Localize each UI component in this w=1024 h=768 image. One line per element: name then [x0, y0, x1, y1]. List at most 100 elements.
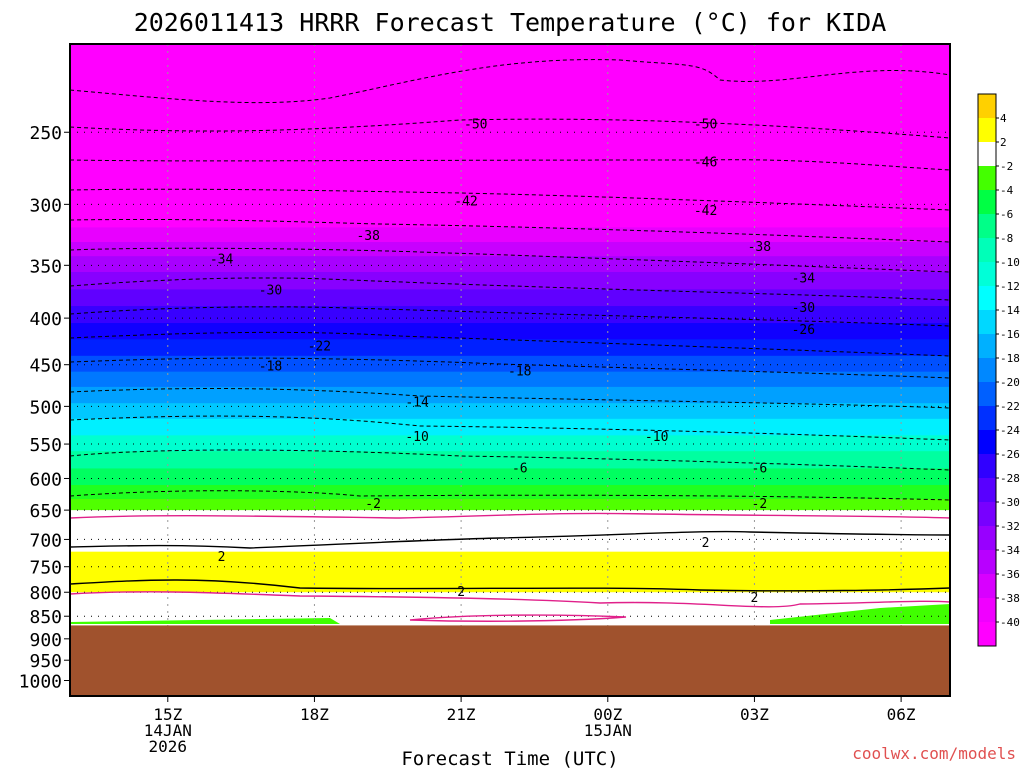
temp-band [70, 485, 950, 500]
x-tick-label: 15Z [153, 705, 182, 724]
contour-label: -42 [454, 195, 477, 210]
colorbar-label: -20 [1000, 376, 1020, 389]
contour-label: -30 [792, 301, 815, 316]
contour-label: -50 [464, 117, 487, 132]
contour-label: 2 [218, 550, 226, 565]
contour-label: 2 [457, 585, 465, 600]
colorbar-label: -10 [1000, 256, 1020, 269]
colorbar-label: -18 [1000, 352, 1020, 365]
isotherm-dashed [70, 247, 950, 273]
isotherm-dashed [70, 277, 950, 301]
contour-label: -38 [748, 240, 771, 255]
colorbar-label: -22 [1000, 400, 1020, 413]
contour-label: -14 [405, 395, 429, 410]
colorbar-label: -8 [1000, 232, 1013, 245]
colorbar-label: -40 [1000, 616, 1020, 629]
colorbar-swatch [978, 118, 996, 142]
isotherm-dashed [70, 159, 950, 171]
temp-band [70, 44, 950, 171]
contour-label: -10 [645, 430, 668, 445]
colorbar-swatch [978, 310, 996, 334]
terrain-below-ground [70, 625, 950, 696]
contour-label: -30 [259, 283, 282, 298]
y-tick-label: 250 [29, 123, 62, 144]
colorbar-label: -4 [1000, 184, 1014, 197]
colorbar-label: -38 [1000, 592, 1020, 605]
temp-band [70, 256, 950, 273]
colorbar-label: -28 [1000, 472, 1020, 485]
temp-band [70, 289, 950, 307]
pressure-axis: 2503003504004505005506006507007508008509… [19, 123, 70, 692]
y-tick-label: 850 [29, 607, 62, 628]
y-tick-label: 300 [29, 195, 62, 216]
colorbar-swatch [978, 574, 996, 598]
x-tick-label: 06Z [887, 705, 916, 724]
x-tick-label: 2026 [149, 737, 188, 756]
contour-label: -38 [356, 229, 379, 244]
isotherm-dashed [70, 449, 950, 471]
colorbar-swatch [978, 454, 996, 478]
colorbar-swatch [978, 622, 996, 646]
contour-label: 2 [751, 591, 759, 606]
colorbar-label: -24 [1000, 424, 1020, 437]
colorbar-swatch [978, 382, 996, 406]
colorbar-legend: 4 2 -2 -4 -6 -8 -10 -12 -14 -16 -18 -20 -22 -24 -26 -28… [977, 93, 1020, 647]
colorbar-swatch [978, 358, 996, 382]
temp-band [70, 468, 950, 486]
contour-label: -10 [405, 430, 428, 445]
temp-band [70, 339, 950, 357]
y-tick-label: 450 [29, 356, 62, 377]
y-tick-label: 550 [29, 435, 62, 456]
temp-band [70, 306, 950, 324]
contour-label: -6 [512, 461, 528, 476]
contour-label: 2 [702, 536, 710, 551]
y-tick-label: 600 [29, 469, 62, 490]
temp-band [70, 242, 950, 257]
x-tick-label: 21Z [447, 705, 476, 724]
contour-label: -34 [210, 253, 234, 268]
colorbar-label: -34 [1000, 544, 1020, 557]
colorbar-label: -14 [1000, 304, 1020, 317]
y-tick-label: 950 [29, 651, 62, 672]
temp-band [70, 451, 950, 469]
contour-label: -26 [792, 323, 815, 338]
contour-label: -2 [752, 497, 768, 512]
colorbar-swatch [978, 94, 996, 118]
colorbar-frame [977, 93, 997, 647]
isotherm-dashed [70, 218, 950, 243]
site-credit[interactable]: coolwx.com/models [852, 744, 1016, 763]
contour-labels: -50 -50-46-42-42-38-38-34-34-30-30-26-22-… [210, 117, 815, 606]
chart-title: 2026011413 HRRR Forecast Temperature (°C… [134, 8, 887, 37]
contour-label: -22 [308, 340, 331, 355]
isotherm-dashed [70, 118, 950, 139]
x-tick-label: 03Z [740, 705, 769, 724]
colorbar-label: -12 [1000, 280, 1020, 293]
colorbar-swatch [978, 334, 996, 358]
contour-label: -6 [752, 461, 768, 476]
isotherm-solid [70, 579, 950, 592]
temp-band [70, 371, 950, 388]
temp-band [70, 418, 950, 436]
colorbar-swatch [978, 430, 996, 454]
colorbar-swatch [978, 286, 996, 310]
zero-degree-isotherm [409, 614, 627, 622]
x-tick-label: 14JAN [144, 721, 192, 740]
colorbar-swatch [978, 550, 996, 574]
zero-degree-isotherm [70, 512, 950, 519]
contour-label: -46 [694, 156, 717, 171]
isotherm-dashed [70, 188, 950, 211]
x-tick-label: 00Z [593, 705, 622, 724]
y-tick-label: 1000 [19, 671, 62, 692]
colorbar-label: -32 [1000, 520, 1020, 533]
x-axis-label: Forecast Time (UTC) [401, 748, 618, 768]
contour-label: -18 [259, 359, 282, 374]
y-tick-label: 750 [29, 558, 62, 579]
y-tick-label: 350 [29, 256, 62, 277]
colorbar-swatch [978, 166, 996, 190]
contour-label: -42 [694, 204, 717, 219]
y-tick-label: 400 [29, 309, 62, 330]
y-tick-label: 650 [29, 501, 62, 522]
colorbar-label: -2 [1000, 160, 1013, 173]
